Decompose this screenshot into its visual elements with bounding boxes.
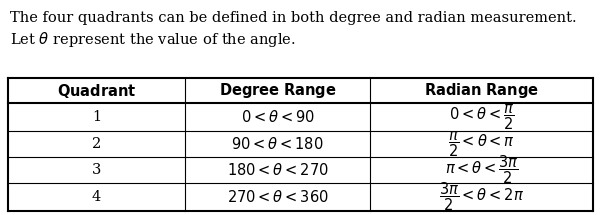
Text: $\mathbf{Radian\ Range}$: $\mathbf{Radian\ Range}$ bbox=[424, 81, 539, 100]
Text: $\mathbf{Degree\ Range}$: $\mathbf{Degree\ Range}$ bbox=[219, 81, 337, 100]
Text: 2: 2 bbox=[92, 137, 101, 151]
Text: $0 < \theta < 90$: $0 < \theta < 90$ bbox=[240, 109, 314, 125]
Text: Let $\theta$ represent the value of the angle.: Let $\theta$ represent the value of the … bbox=[10, 30, 296, 49]
Text: 3: 3 bbox=[92, 163, 101, 177]
Text: $\mathbf{Quadrant}$: $\mathbf{Quadrant}$ bbox=[56, 81, 136, 100]
Text: The four quadrants can be defined in both degree and radian measurement.: The four quadrants can be defined in bot… bbox=[10, 11, 576, 25]
Text: $\dfrac{3\pi}{2} < \theta < 2\pi$: $\dfrac{3\pi}{2} < \theta < 2\pi$ bbox=[439, 181, 524, 213]
Text: $180 < \theta < 270$: $180 < \theta < 270$ bbox=[227, 162, 328, 178]
Text: $0 < \theta < \dfrac{\pi}{2}$: $0 < \theta < \dfrac{\pi}{2}$ bbox=[449, 102, 514, 132]
Text: $270 < \theta < 360$: $270 < \theta < 360$ bbox=[227, 189, 328, 205]
Text: $\pi < \theta < \dfrac{3\pi}{2}$: $\pi < \theta < \dfrac{3\pi}{2}$ bbox=[445, 154, 519, 186]
Text: $90 < \theta < 180$: $90 < \theta < 180$ bbox=[231, 136, 324, 152]
Text: $\dfrac{\pi}{2} < \theta < \pi$: $\dfrac{\pi}{2} < \theta < \pi$ bbox=[448, 129, 515, 159]
Text: 1: 1 bbox=[92, 110, 101, 124]
Text: 4: 4 bbox=[92, 190, 101, 204]
